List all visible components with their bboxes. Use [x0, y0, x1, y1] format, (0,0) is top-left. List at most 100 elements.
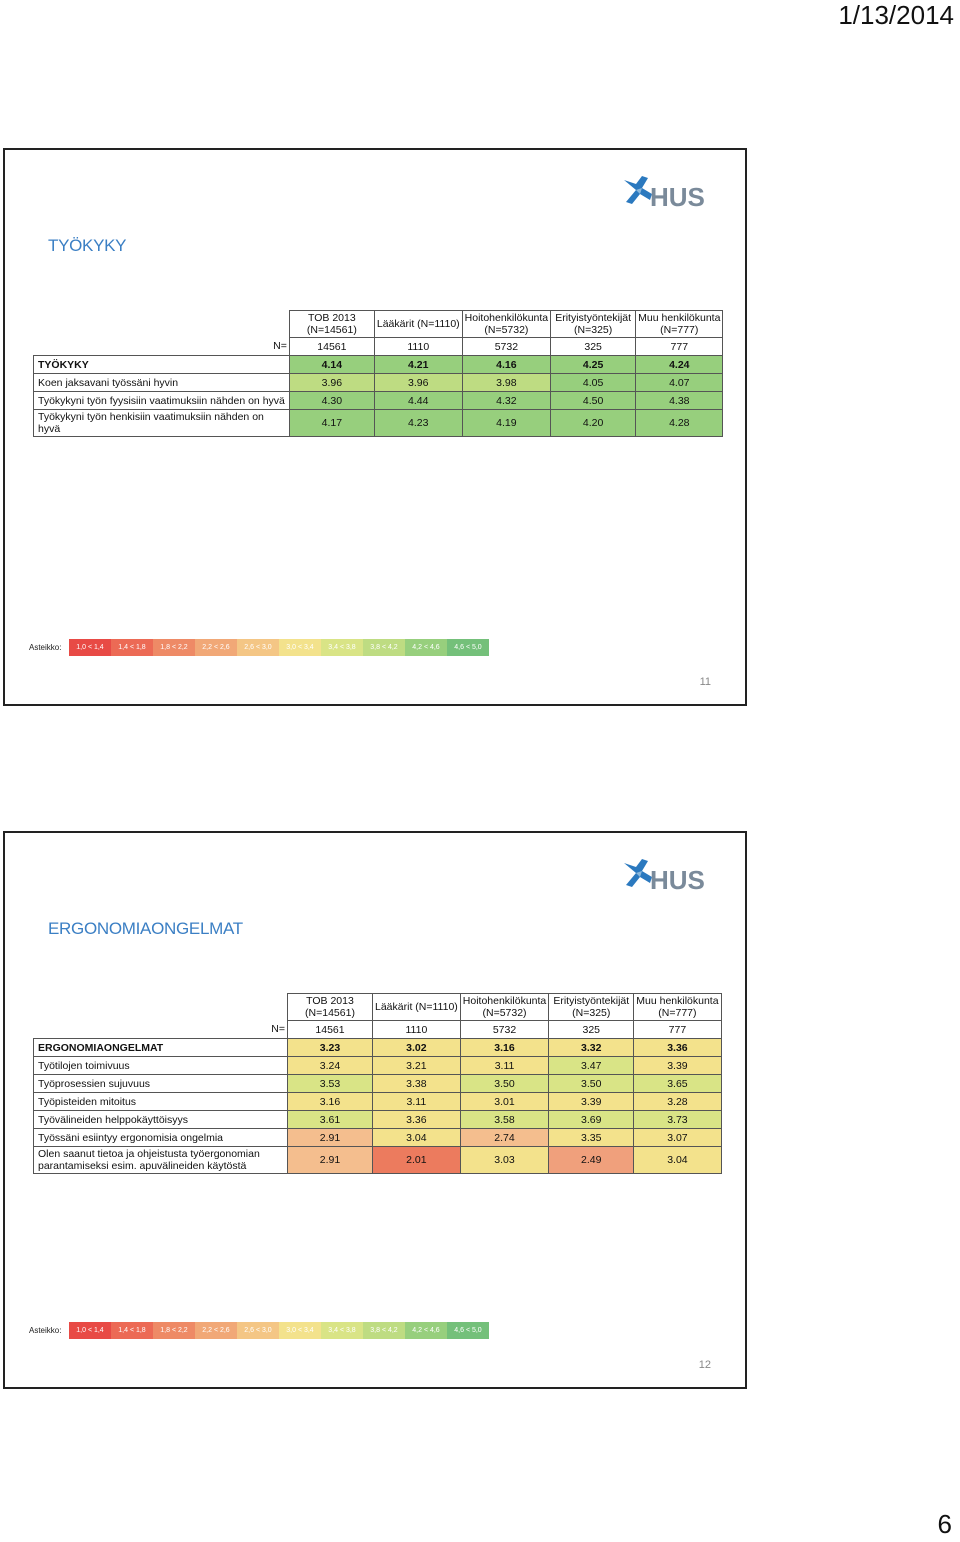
header-row: TOB 2013 (N=14561) Lääkärit (N=1110) Hoitoh… [33, 993, 722, 1021]
score-cell: 3.11 [459, 1056, 550, 1075]
n-value: 5732 [459, 1020, 550, 1039]
scale-range-swatch: 4,6 < 5,0 [447, 639, 489, 656]
score-cell: 3.04 [633, 1146, 722, 1174]
row-label: ERGONOMIAONGELMAT [33, 1038, 288, 1057]
score-cell: 3.39 [548, 1092, 635, 1111]
score-cell: 3.01 [459, 1092, 550, 1111]
scale-range-swatch: 2,2 < 2,6 [195, 639, 237, 656]
score-cell: 3.39 [633, 1056, 722, 1075]
data-table: TOB 2013 (N=14561) Lääkärit (N=1110) Hoitoh… [33, 310, 724, 437]
score-cell: 3.02 [372, 1038, 461, 1057]
slide-title: TYÖKYKY [48, 236, 127, 255]
table-row: Työprosessien sujuvuus 3.53 3.38 3.50 3.50 3.… [33, 1074, 722, 1093]
column-header-line2: (N=14561) [306, 324, 357, 336]
score-cell: 4.24 [635, 355, 724, 374]
column-header-line2: (N=5732) [482, 1007, 527, 1019]
column-header: Lääkärit (N=1110) [373, 310, 463, 338]
score-cell: 2.91 [287, 1128, 373, 1147]
score-cell: 3.07 [633, 1128, 722, 1147]
score-cell: 3.16 [287, 1092, 373, 1111]
n-value: 14561 [288, 337, 375, 356]
score-cell: 4.28 [635, 409, 724, 437]
hus-logo: HUS [622, 859, 712, 899]
score-cell: 4.23 [373, 409, 463, 437]
scale-range-swatch: 3,0 < 3,4 [279, 1322, 321, 1339]
score-cell: 3.23 [287, 1038, 373, 1057]
scale-range-swatch: 1,8 < 2,2 [153, 1322, 195, 1339]
table-row: Koen jaksavani työssäni hyvin 3.96 3.96 3.9… [33, 373, 724, 392]
n-value: 777 [633, 1020, 722, 1039]
row-label: Olen saanut tietoa ja ohjeistusta työerg… [33, 1146, 288, 1174]
score-cell: 3.69 [548, 1110, 635, 1129]
score-cell: 3.11 [372, 1092, 461, 1111]
n-value: 14561 [287, 1020, 373, 1039]
column-header: Erityistyöntekijät (N=325) [550, 310, 637, 338]
scale-range-swatch: 4,2 < 4,6 [405, 1322, 447, 1339]
table-row: Työvälineiden helppokäyttöisyys 3.61 3.36 3… [33, 1110, 722, 1129]
score-cell: 3.36 [633, 1038, 722, 1057]
slide-title: ERGONOMIAONGELMAT [48, 919, 243, 938]
score-cell: 2.01 [372, 1146, 461, 1174]
score-cell: 2.74 [459, 1128, 550, 1147]
n-value: 1110 [373, 337, 463, 356]
hus-logo: HUS [622, 176, 712, 216]
table-row: Työtilojen toimivuus 3.24 3.21 3.11 3.47 3.39 [33, 1056, 722, 1075]
n-value: 325 [548, 1020, 635, 1039]
score-cell: 4.05 [550, 373, 637, 392]
column-header-line2: (N=777) [658, 1007, 697, 1019]
table-row: Työssäni esiintyy ergonomisia ongelmia 2.… [33, 1128, 722, 1147]
header-spacer [33, 993, 288, 1021]
column-header-line2: (N=777) [660, 324, 699, 336]
score-cell: 3.58 [459, 1110, 550, 1129]
column-header-line1: Hoitohenkilökunta [462, 995, 547, 1007]
score-cell: 3.50 [548, 1074, 635, 1093]
scale-range-swatch: 3,4 < 3,8 [321, 1322, 363, 1339]
column-header-line1: TOB 2013 [306, 995, 354, 1007]
score-cell: 4.32 [461, 391, 552, 410]
column-header: TOB 2013 (N=14561) [287, 993, 373, 1021]
score-cell: 3.50 [459, 1074, 550, 1093]
scale-range-swatch: 1,0 < 1,4 [69, 639, 111, 656]
score-cell: 4.44 [373, 391, 463, 410]
score-cell: 3.38 [372, 1074, 461, 1093]
n-row: N= 14561 1110 5732 325 777 [34, 337, 724, 356]
page-number: 6 [937, 1509, 952, 1539]
score-cell: 4.19 [461, 409, 552, 437]
score-cell: 3.53 [287, 1074, 373, 1093]
hus-logo-icon [624, 859, 652, 887]
column-header-line1: TOB 2013 [308, 312, 356, 324]
row-label: Työkykyni työn henkisiin vaatimuksiin nä… [33, 409, 290, 437]
n-value: 1110 [372, 1020, 461, 1039]
score-cell: 4.20 [550, 409, 637, 437]
scale-range-swatch: 1,4 < 1,8 [111, 1322, 153, 1339]
score-cell: 3.65 [633, 1074, 722, 1093]
score-cell: 2.91 [287, 1146, 373, 1174]
column-header-line1: Lääkärit (N=1110) [375, 1001, 458, 1013]
row-label: TYÖKYKY [33, 355, 290, 374]
hus-logo-icon [624, 176, 652, 204]
score-cell: 4.21 [373, 355, 463, 374]
row-label: Työvälineiden helppokäyttöisyys [33, 1110, 288, 1129]
column-header: Hoitohenkilökunta (N=5732) [459, 993, 550, 1021]
row-label: Koen jaksavani työssäni hyvin [33, 373, 290, 392]
table-row: ERGONOMIAONGELMAT 3.23 3.02 3.16 3.32 3.36 [33, 1038, 722, 1057]
score-cell: 3.96 [288, 373, 375, 392]
scale-range-swatch: 1,8 < 2,2 [153, 639, 195, 656]
scale-range-swatch: 4,2 < 4,6 [405, 639, 447, 656]
scale-range-swatch: 3,8 < 4,2 [363, 639, 405, 656]
score-cell: 3.36 [372, 1110, 461, 1129]
data-table: TOB 2013 (N=14561) Lääkärit (N=1110) Hoitoh… [33, 993, 722, 1174]
column-header-line2: (N=325) [574, 324, 613, 336]
scale-range-swatch: 2,2 < 2,6 [195, 1322, 237, 1339]
column-header: TOB 2013 (N=14561) [288, 310, 375, 338]
color-scale-legend: Asteikko: 1,0 < 1,4 1,4 < 1,8 1,8 < 2,2 2,2 … [29, 1322, 489, 1339]
score-cell: 2.49 [548, 1146, 635, 1174]
column-header: Erityistyöntekijät (N=325) [548, 993, 635, 1021]
scale-range-swatch: 3,4 < 3,8 [321, 639, 363, 656]
row-label: Työprosessien sujuvuus [33, 1074, 288, 1093]
column-header-line1: Erityistyöntekijät [555, 312, 632, 324]
slide-number: 12 [698, 1359, 711, 1371]
color-scale-legend: Asteikko: 1,0 < 1,4 1,4 < 1,8 1,8 < 2,2 2,2 … [29, 639, 489, 656]
score-cell: 4.16 [461, 355, 552, 374]
score-cell: 4.17 [288, 409, 375, 437]
